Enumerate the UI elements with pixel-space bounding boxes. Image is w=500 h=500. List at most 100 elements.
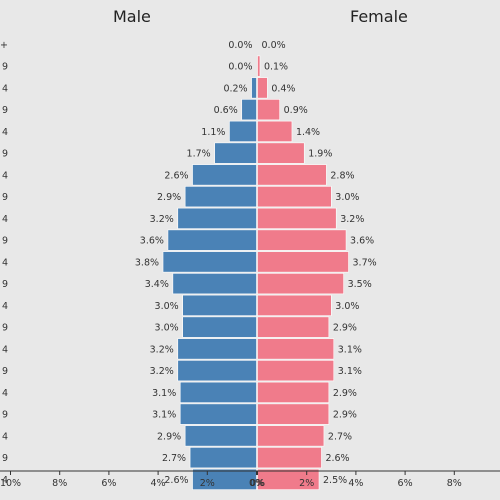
female-value-label: 0.0% — [262, 40, 286, 51]
female-value-label: 2.6% — [325, 453, 349, 464]
female-bar — [257, 251, 349, 273]
age-group-label: 9 — [2, 149, 8, 160]
male-value-label: 2.6% — [164, 475, 188, 486]
male-value-label: 3.1% — [152, 410, 176, 421]
female-bars — [257, 55, 349, 490]
female-value-label: 3.0% — [335, 192, 359, 203]
age-group-label: 4 — [2, 431, 8, 442]
x-tick-label: 8% — [52, 478, 67, 489]
age-group-label: 9 — [2, 236, 8, 247]
male-value-label: 3.8% — [135, 257, 159, 268]
value-labels: 2.6% 2.5% 2.7% 2.6% 2.9% 2.7% 3.1% 2.9% 3.1% 2.9%… — [135, 40, 377, 486]
age-group-label: + — [0, 40, 8, 51]
female-bar — [257, 77, 268, 99]
male-value-label: 0.2% — [223, 83, 247, 94]
age-group-label: 4 — [2, 214, 8, 225]
age-group-label: 9 — [2, 279, 8, 290]
male-bar — [184, 425, 257, 447]
female-bar — [257, 316, 330, 338]
female-value-label: 2.9% — [333, 323, 357, 334]
male-bar — [251, 77, 257, 99]
female-value-label: 1.4% — [296, 127, 320, 138]
male-value-label: 1.7% — [187, 149, 211, 160]
female-value-label: 1.9% — [308, 149, 332, 160]
female-bar — [257, 381, 330, 403]
age-group-label: 9 — [2, 105, 8, 116]
age-group-label: 4 — [2, 344, 8, 355]
male-title: Male — [113, 7, 151, 26]
male-value-label: 2.6% — [164, 170, 188, 181]
female-bar — [257, 294, 332, 316]
male-bar — [192, 468, 257, 490]
female-value-label: 2.5% — [323, 475, 347, 486]
male-bar — [182, 316, 257, 338]
x-tick-label: 4% — [348, 478, 363, 489]
age-group-label: 4 — [2, 257, 8, 268]
male-bar — [192, 164, 257, 186]
male-value-label: 0.0% — [228, 62, 252, 73]
male-bar — [177, 360, 257, 382]
female-bar — [257, 99, 280, 121]
age-group-label: 4 — [2, 475, 8, 486]
female-title: Female — [350, 7, 408, 26]
age-group-label: 9 — [2, 323, 8, 334]
female-value-label: 3.1% — [338, 366, 362, 377]
female-bar — [257, 360, 335, 382]
male-bar — [162, 251, 257, 273]
female-bar — [257, 186, 332, 208]
male-bar — [189, 447, 257, 469]
male-value-label: 2.9% — [157, 431, 181, 442]
female-bar — [257, 120, 293, 142]
male-value-label: 3.0% — [155, 301, 179, 312]
male-value-label: 3.1% — [152, 388, 176, 399]
female-value-label: 2.8% — [330, 170, 354, 181]
male-bar — [179, 403, 257, 425]
female-value-label: 3.0% — [335, 301, 359, 312]
female-value-label: 0.1% — [264, 62, 288, 73]
female-value-label: 3.2% — [340, 214, 364, 225]
age-group-label: 9 — [2, 410, 8, 421]
female-value-label: 3.6% — [350, 236, 374, 247]
age-group-label: 4 — [2, 127, 8, 138]
female-value-label: 0.9% — [284, 105, 308, 116]
female-bar — [257, 207, 337, 229]
age-group-label: 4 — [2, 170, 8, 181]
male-bar — [214, 142, 257, 164]
male-value-label: 0.0% — [228, 40, 252, 51]
x-tick-label: 8% — [447, 478, 462, 489]
female-value-label: 2.7% — [328, 431, 352, 442]
female-bar — [257, 403, 330, 425]
female-bar — [257, 229, 347, 251]
female-bar — [257, 273, 344, 295]
male-value-label: 3.2% — [150, 344, 174, 355]
x-tick-label: 0% — [250, 478, 265, 489]
male-bar — [172, 273, 257, 295]
male-bar — [229, 120, 257, 142]
male-value-label: 3.2% — [150, 214, 174, 225]
male-bar — [177, 207, 257, 229]
male-value-label: 3.6% — [140, 236, 164, 247]
female-value-label: 3.1% — [338, 344, 362, 355]
age-group-label: 4 — [2, 83, 8, 94]
age-group-label: 9 — [2, 62, 8, 73]
x-tick-label: 0% — [249, 478, 264, 489]
x-tick-label: 4% — [151, 478, 166, 489]
male-value-label: 0.6% — [214, 105, 238, 116]
male-bar — [177, 338, 257, 360]
x-tick-label: 6% — [398, 478, 413, 489]
female-bar — [257, 338, 335, 360]
female-value-label: 2.9% — [333, 410, 357, 421]
female-value-label: 3.7% — [353, 257, 377, 268]
male-value-label: 3.0% — [155, 323, 179, 334]
age-group-label: 4 — [2, 388, 8, 399]
age-group-label: 9 — [2, 192, 8, 203]
age-group-label: 9 — [2, 366, 8, 377]
x-tick-label: 6% — [101, 478, 116, 489]
male-value-label: 1.1% — [201, 127, 225, 138]
male-bar — [167, 229, 257, 251]
male-value-label: 3.2% — [150, 366, 174, 377]
age-group-label: 9 — [2, 453, 8, 464]
age-group-labels: 4 9 4 9 4 9 4 9 4 9 4 9 4 9 4 9 4 9 4 9 + — [0, 40, 8, 486]
female-value-label: 2.9% — [333, 388, 357, 399]
